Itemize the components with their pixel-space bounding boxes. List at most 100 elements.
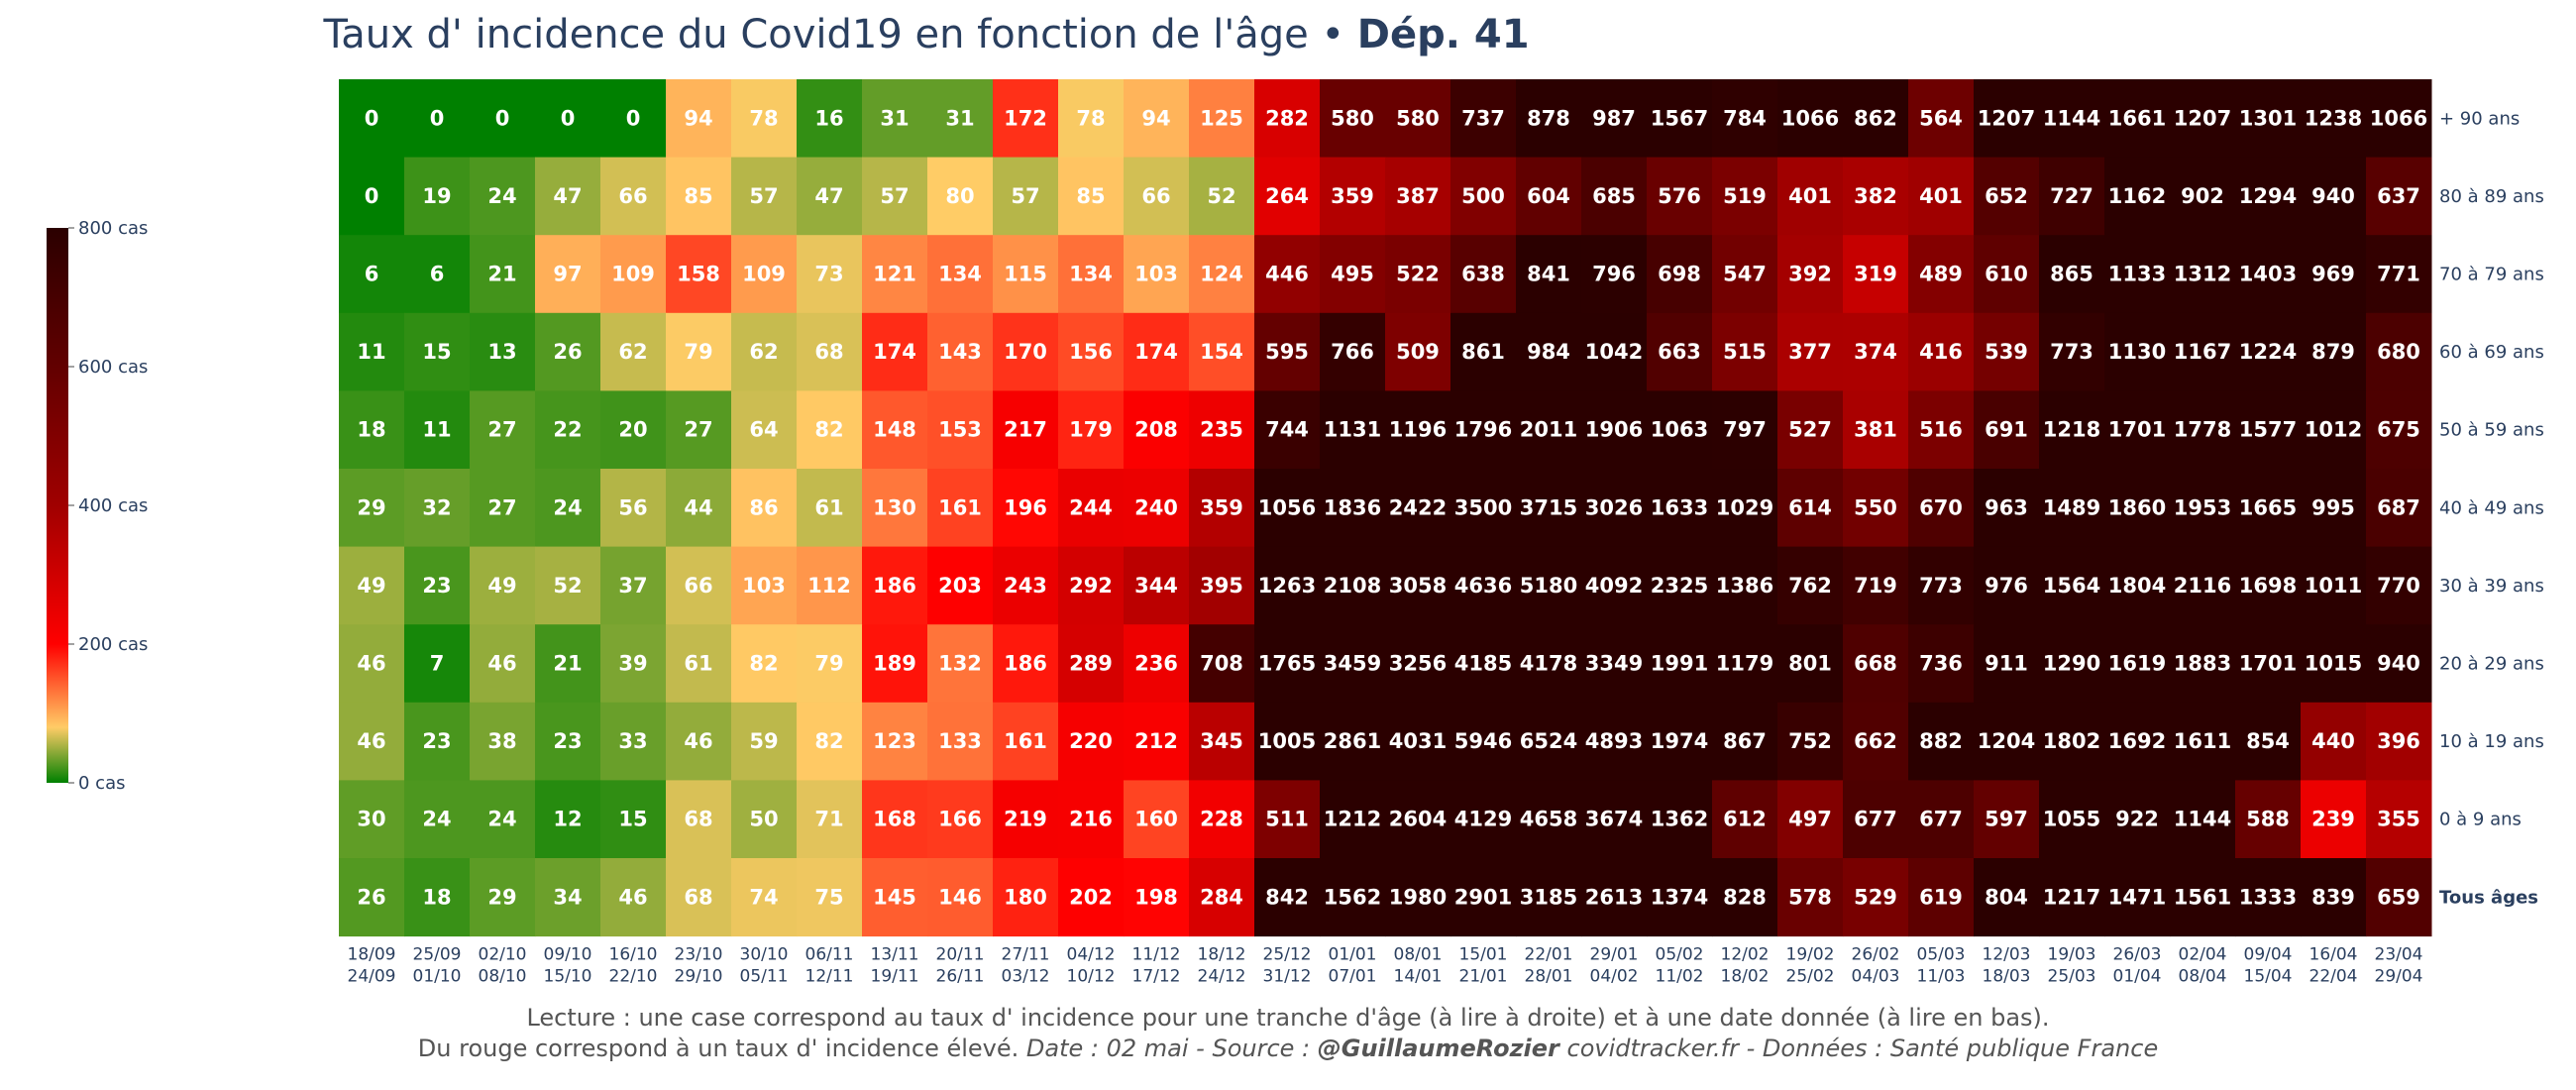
heatmap-cell (470, 702, 536, 781)
heatmap-cell (862, 157, 928, 236)
heatmap-cells: 0 0 0 0 0 94 78 16 31 31 172 78 94 125 282 580 580 737 878… (339, 79, 2432, 937)
heatmap-cell (404, 546, 471, 625)
heatmap-cell (666, 702, 732, 781)
heatmap-cell (1516, 858, 1582, 937)
cell-value-label: 32 (422, 495, 451, 519)
heatmap-cell (1908, 312, 1975, 391)
cell-value-label: 27 (684, 418, 712, 442)
row-labels: + 90 ans 80 à 89 ans 70 à 79 ans 60 à 69 an… (2439, 108, 2544, 908)
colorbar-tick-label: 400 cas (78, 495, 148, 516)
cell-value-label: 64 (749, 418, 778, 442)
heatmap-cell (1385, 469, 1451, 548)
heatmap-cell (404, 469, 471, 548)
heatmap-cell (1908, 469, 1975, 548)
heatmap-cell (862, 702, 928, 781)
heatmap-cell (862, 390, 928, 470)
cell-value-label: 217 (1004, 418, 1047, 442)
heatmap-cell (797, 157, 863, 236)
cell-value-label: 861 (1461, 340, 1505, 364)
heatmap-cell (1581, 469, 1648, 548)
heatmap-cell (404, 624, 471, 704)
cell-value-label: 1217 (2043, 885, 2100, 909)
incidence-heatmap: Taux d' incidence du Covid19 en fonction… (47, 12, 2544, 987)
heatmap-cell (731, 157, 798, 236)
heatmap-cell (2170, 546, 2236, 625)
heatmap-cell (1712, 235, 1778, 314)
cell-value-label: 580 (1331, 106, 1374, 130)
cell-value-label: 762 (1788, 574, 1832, 598)
heatmap-cell (2301, 157, 2367, 236)
heatmap-cell (2039, 79, 2105, 159)
heatmap-cell (1974, 79, 2040, 159)
cell-value-label: 29 (357, 495, 385, 519)
column-label-start: 29/01 (1590, 945, 1639, 965)
heatmap-cell (1647, 235, 1713, 314)
cell-value-label: 1063 (1651, 418, 1708, 442)
heatmap-cell (2301, 312, 2367, 391)
cell-value-label: 1224 (2239, 340, 2297, 364)
heatmap-cell (1385, 157, 1451, 236)
heatmap-cell (1254, 157, 1321, 236)
heatmap-cell (1124, 702, 1190, 781)
cell-value-label: 4185 (1454, 652, 1512, 676)
cell-value-label: 11 (422, 418, 451, 442)
cell-value-label: 396 (2377, 729, 2420, 753)
cell-value-label: 3256 (1389, 652, 1447, 676)
cell-value-label: 1131 (1324, 418, 1381, 442)
cell-value-label: 0 (495, 106, 510, 130)
column-label-start: 27/11 (1002, 945, 1050, 965)
heatmap-cell (2301, 858, 2367, 937)
cell-value-label: 94 (1141, 106, 1170, 130)
column-label-start: 04/12 (1067, 945, 1116, 965)
cell-value-label: 4658 (1520, 808, 1577, 831)
heatmap-cell (1581, 390, 1648, 470)
heatmap-cell (2366, 79, 2432, 159)
cell-value-label: 604 (1527, 184, 1570, 208)
cell-value-label: 727 (2050, 184, 2093, 208)
cell-value-label: 1701 (2108, 418, 2166, 442)
heatmap-cell (600, 780, 667, 859)
heatmap-cell (993, 780, 1059, 859)
heatmap-cell (1385, 235, 1451, 314)
heatmap-cell (1712, 469, 1778, 548)
cell-value-label: 130 (873, 495, 916, 519)
heatmap-cell (535, 780, 601, 859)
heatmap-cell (1516, 79, 1582, 159)
heatmap-cell (1189, 702, 1255, 781)
heatmap-cell (2301, 624, 2367, 704)
column-label-end: 22/04 (2309, 967, 2358, 987)
column-label-end: 28/01 (1525, 967, 1573, 987)
cell-value-label: 1144 (2174, 808, 2231, 831)
cell-value-label: 37 (618, 574, 647, 598)
heatmap-cell (1320, 390, 1386, 470)
cell-value-label: 7 (430, 652, 445, 676)
heatmap-cell (797, 546, 863, 625)
heatmap-cell (2104, 79, 2171, 159)
cell-value-label: 2604 (1389, 808, 1447, 831)
cell-value-label: 1564 (2043, 574, 2100, 598)
heatmap-cell (1450, 858, 1517, 937)
cell-value-label: 30 (357, 808, 385, 831)
heatmap-cell (1058, 235, 1125, 314)
cell-value-label: 82 (814, 729, 843, 753)
cell-value-label: 27 (487, 418, 516, 442)
cell-value-label: 56 (618, 495, 647, 519)
cell-value-label: 527 (1788, 418, 1832, 442)
cell-value-label: 1005 (1258, 729, 1316, 753)
cell-value-label: 987 (1592, 106, 1636, 130)
heatmap-cell (1254, 235, 1321, 314)
column-label-start: 22/01 (1525, 945, 1573, 965)
cell-value-label: 143 (938, 340, 982, 364)
cell-value-label: 198 (1134, 885, 1178, 909)
cell-value-label: 2861 (1324, 729, 1381, 753)
cell-value-label: 359 (1331, 184, 1374, 208)
cell-value-label: 6524 (1520, 729, 1577, 753)
cell-value-label: 46 (357, 729, 385, 753)
heatmap-cell (1647, 469, 1713, 548)
column-label-end: 25/03 (2048, 967, 2096, 987)
heatmap-cell (927, 157, 994, 236)
cell-value-label: 18 (422, 885, 451, 909)
heatmap-cell (1908, 546, 1975, 625)
cell-value-label: 612 (1723, 808, 1767, 831)
column-label-end: 01/04 (2113, 967, 2162, 987)
